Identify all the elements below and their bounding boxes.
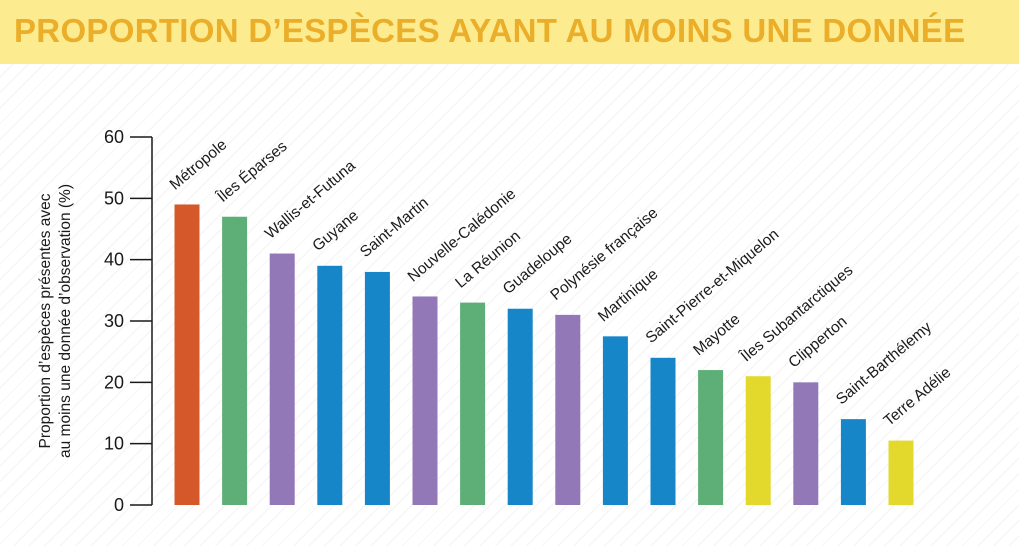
y-axis-label: Proportion d’espèces présentes avec au mo… xyxy=(37,184,74,458)
y-tick-label: 60 xyxy=(104,127,124,147)
bar xyxy=(888,440,914,505)
bar xyxy=(650,357,676,505)
bar xyxy=(317,265,343,505)
bar xyxy=(412,296,438,505)
y-axis-label-line: au moins une donnée d’observation (%) xyxy=(57,184,74,458)
bar xyxy=(793,382,819,505)
bar xyxy=(698,370,724,505)
bars xyxy=(174,204,914,505)
y-tick-label: 50 xyxy=(104,188,124,208)
category-label: Saint-Martin xyxy=(357,194,432,261)
bar xyxy=(174,204,200,505)
y-axis-label-line: Proportion d’espèces présentes avec xyxy=(37,193,54,448)
category-label: Guyane xyxy=(309,207,362,255)
page-title: PROPORTION D’ESPÈCES AYANT AU MOINS UNE … xyxy=(14,12,966,49)
y-tick-label: 0 xyxy=(114,495,124,515)
bar xyxy=(555,314,581,505)
bar xyxy=(840,419,866,505)
bar-chart: Proportion d’espèces présentes avec au mo… xyxy=(37,127,955,515)
y-tick-label: 30 xyxy=(104,311,124,331)
bar xyxy=(460,302,486,505)
bar xyxy=(745,376,771,505)
bar xyxy=(507,308,533,505)
category-label: Mayotte xyxy=(690,311,743,359)
bar xyxy=(364,271,390,505)
y-tick-label: 20 xyxy=(104,372,124,392)
y-axis: 0 10 20 30 40 50 60 xyxy=(104,127,153,515)
bar xyxy=(602,336,628,505)
category-label: Terre Adélie xyxy=(881,364,955,430)
title-band: PROPORTION D’ESPÈCES AYANT AU MOINS UNE … xyxy=(0,0,1019,64)
bar xyxy=(222,216,248,505)
category-label: Martinique xyxy=(595,266,661,326)
bar xyxy=(269,253,295,505)
y-tick-label: 10 xyxy=(104,434,124,454)
category-label: Métropole xyxy=(167,136,231,193)
y-tick-label: 40 xyxy=(104,250,124,270)
